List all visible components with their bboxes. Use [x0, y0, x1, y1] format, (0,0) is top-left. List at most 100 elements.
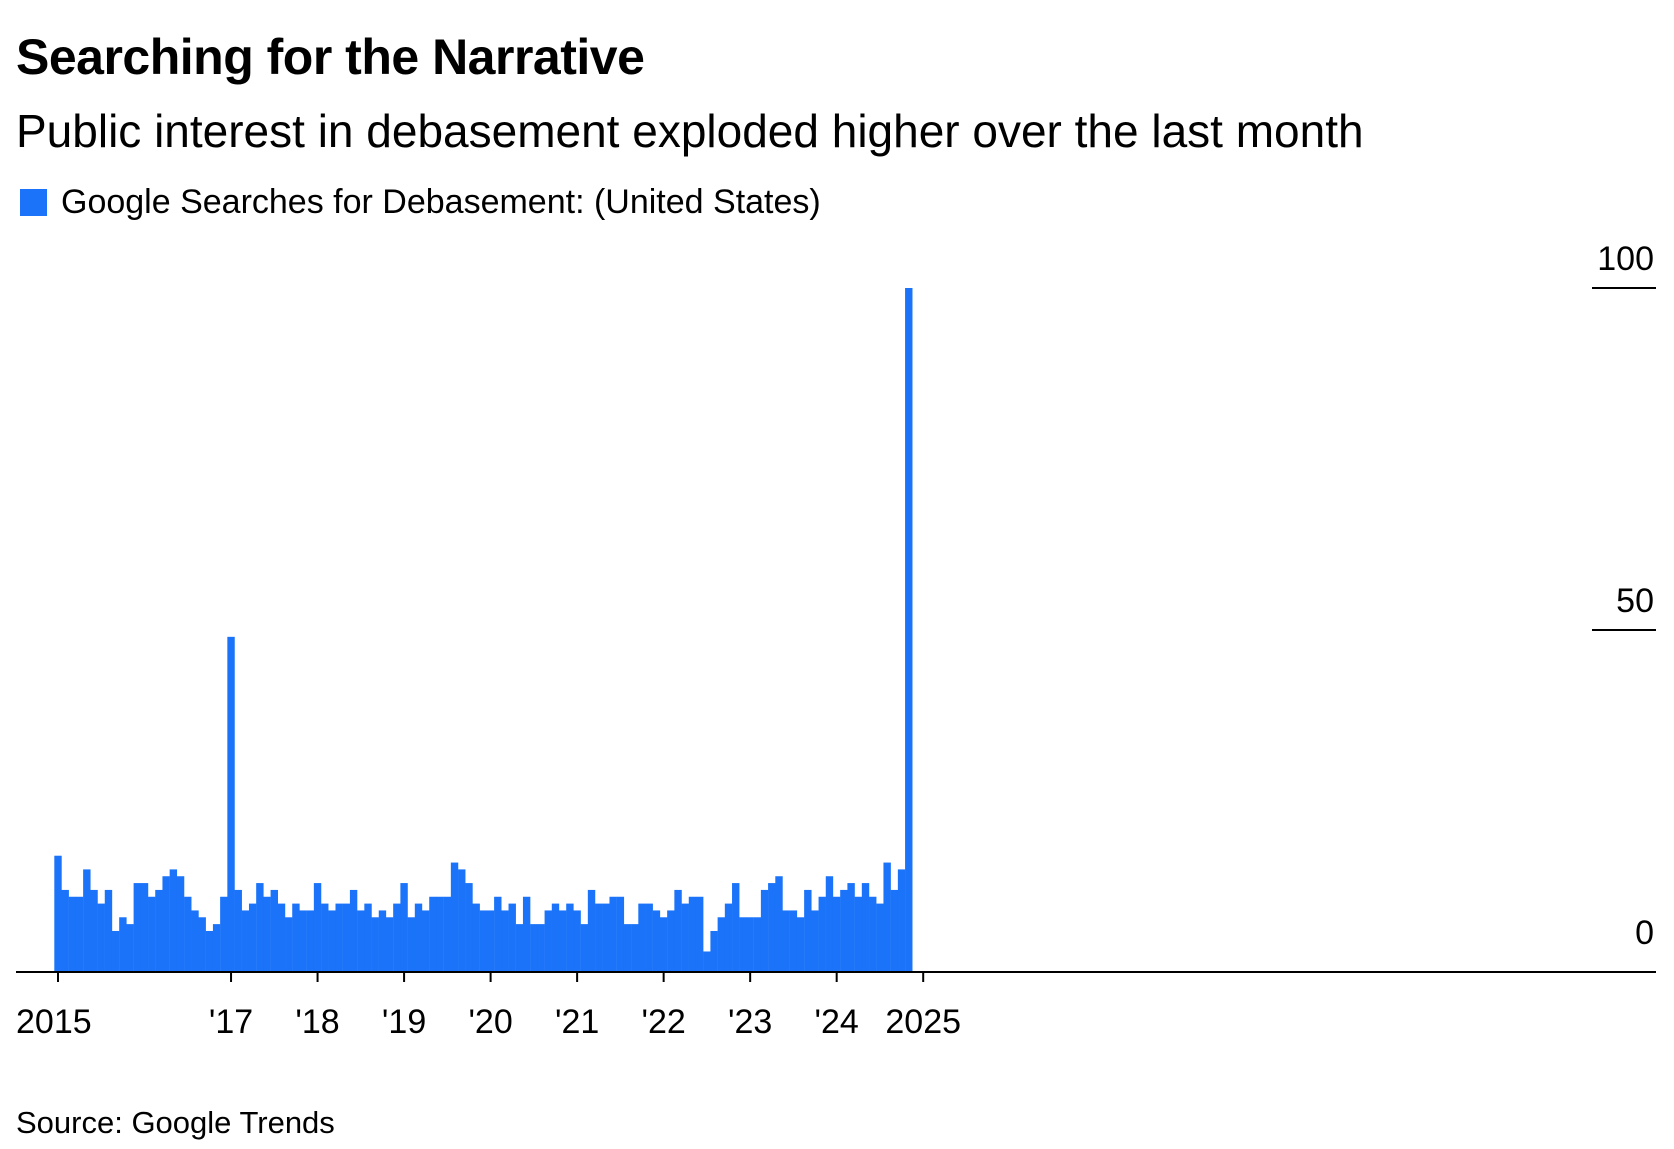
bar [840, 889, 848, 972]
bar [169, 869, 178, 972]
bar [501, 910, 509, 972]
bar [847, 883, 855, 972]
bar [522, 896, 531, 972]
bar [140, 883, 149, 972]
y-tick-label: 100 [1597, 240, 1654, 278]
bar [385, 917, 394, 972]
bar [313, 883, 322, 972]
bar [191, 910, 199, 972]
bar [638, 903, 646, 972]
bar [559, 910, 567, 972]
bar [205, 930, 214, 972]
bar [703, 951, 711, 972]
bar [631, 924, 639, 972]
x-tick-label: '24 [815, 1003, 859, 1041]
bar [227, 636, 235, 972]
x-tick-label: '22 [641, 1003, 685, 1041]
bar [796, 917, 805, 972]
bar [602, 903, 610, 972]
bar [184, 896, 192, 972]
bar [551, 903, 560, 972]
legend-swatch [20, 189, 47, 216]
bar-series [54, 288, 913, 972]
bar [68, 896, 77, 972]
y-gridlines [1592, 287, 1656, 631]
bar [890, 889, 899, 972]
bar [695, 896, 704, 972]
bar [234, 889, 242, 972]
bar [220, 896, 228, 972]
bar [811, 910, 819, 972]
bar [133, 883, 142, 972]
y-axis-labels: 0 50 100 [1597, 240, 1654, 952]
bar [746, 917, 754, 972]
bar [378, 910, 387, 972]
bar [472, 903, 480, 972]
bar [111, 930, 120, 972]
y-tick-label: 0 [1635, 914, 1654, 952]
bar [854, 896, 863, 972]
bar [436, 896, 444, 972]
bar [176, 876, 185, 972]
bar [328, 910, 336, 972]
bar [739, 917, 747, 972]
bar [587, 889, 596, 972]
bar [479, 910, 488, 972]
bar [645, 903, 653, 972]
source-note: Source: Google Trends [16, 1105, 335, 1140]
x-axis-ticks [57, 972, 925, 982]
bar [75, 896, 84, 972]
bar [212, 924, 221, 972]
bar [335, 903, 343, 972]
bar [537, 924, 545, 972]
bar [580, 924, 589, 972]
legend-label: Google Searches for Debasement: (United … [61, 183, 821, 221]
bar [688, 896, 697, 972]
x-tick-label: '20 [468, 1003, 512, 1041]
legend: Google Searches for Debasement: (United … [20, 183, 821, 222]
bar [393, 903, 401, 972]
bar [61, 889, 69, 972]
bar [775, 876, 783, 972]
bar [429, 896, 437, 972]
bar [861, 883, 870, 972]
chart-title: Searching for the Narrative [16, 29, 645, 85]
bar [342, 903, 351, 972]
bar [486, 910, 495, 972]
bar [623, 924, 632, 972]
bar [782, 910, 790, 972]
y-tick-label: 50 [1616, 582, 1654, 620]
bar [595, 903, 603, 972]
bar [414, 903, 423, 972]
x-tick-label: '23 [728, 1003, 772, 1041]
bar [465, 883, 473, 972]
bar [119, 917, 127, 972]
bar [616, 896, 625, 972]
bar [104, 889, 113, 972]
bar [371, 917, 379, 972]
bar [544, 910, 552, 972]
bar [126, 924, 134, 972]
bar [364, 903, 372, 972]
bar [97, 903, 105, 972]
bar [443, 896, 452, 972]
bar [659, 917, 668, 972]
bar [710, 930, 718, 972]
bar [566, 903, 574, 972]
bar [248, 903, 257, 972]
bar [804, 889, 812, 972]
bar [256, 883, 264, 972]
bar [573, 910, 581, 972]
bar [422, 910, 430, 972]
bar [241, 910, 250, 972]
bar [407, 917, 415, 972]
bar [400, 883, 408, 972]
bar [494, 896, 502, 972]
bar [876, 903, 884, 972]
x-tick-label: '18 [295, 1003, 339, 1041]
bar [652, 910, 661, 972]
bar [306, 910, 315, 972]
x-tick-label: '17 [209, 1003, 253, 1041]
x-axis-labels: 2015 '17 '18 '19 '20 '21 '22 '23 '24 2025 [16, 1003, 961, 1041]
